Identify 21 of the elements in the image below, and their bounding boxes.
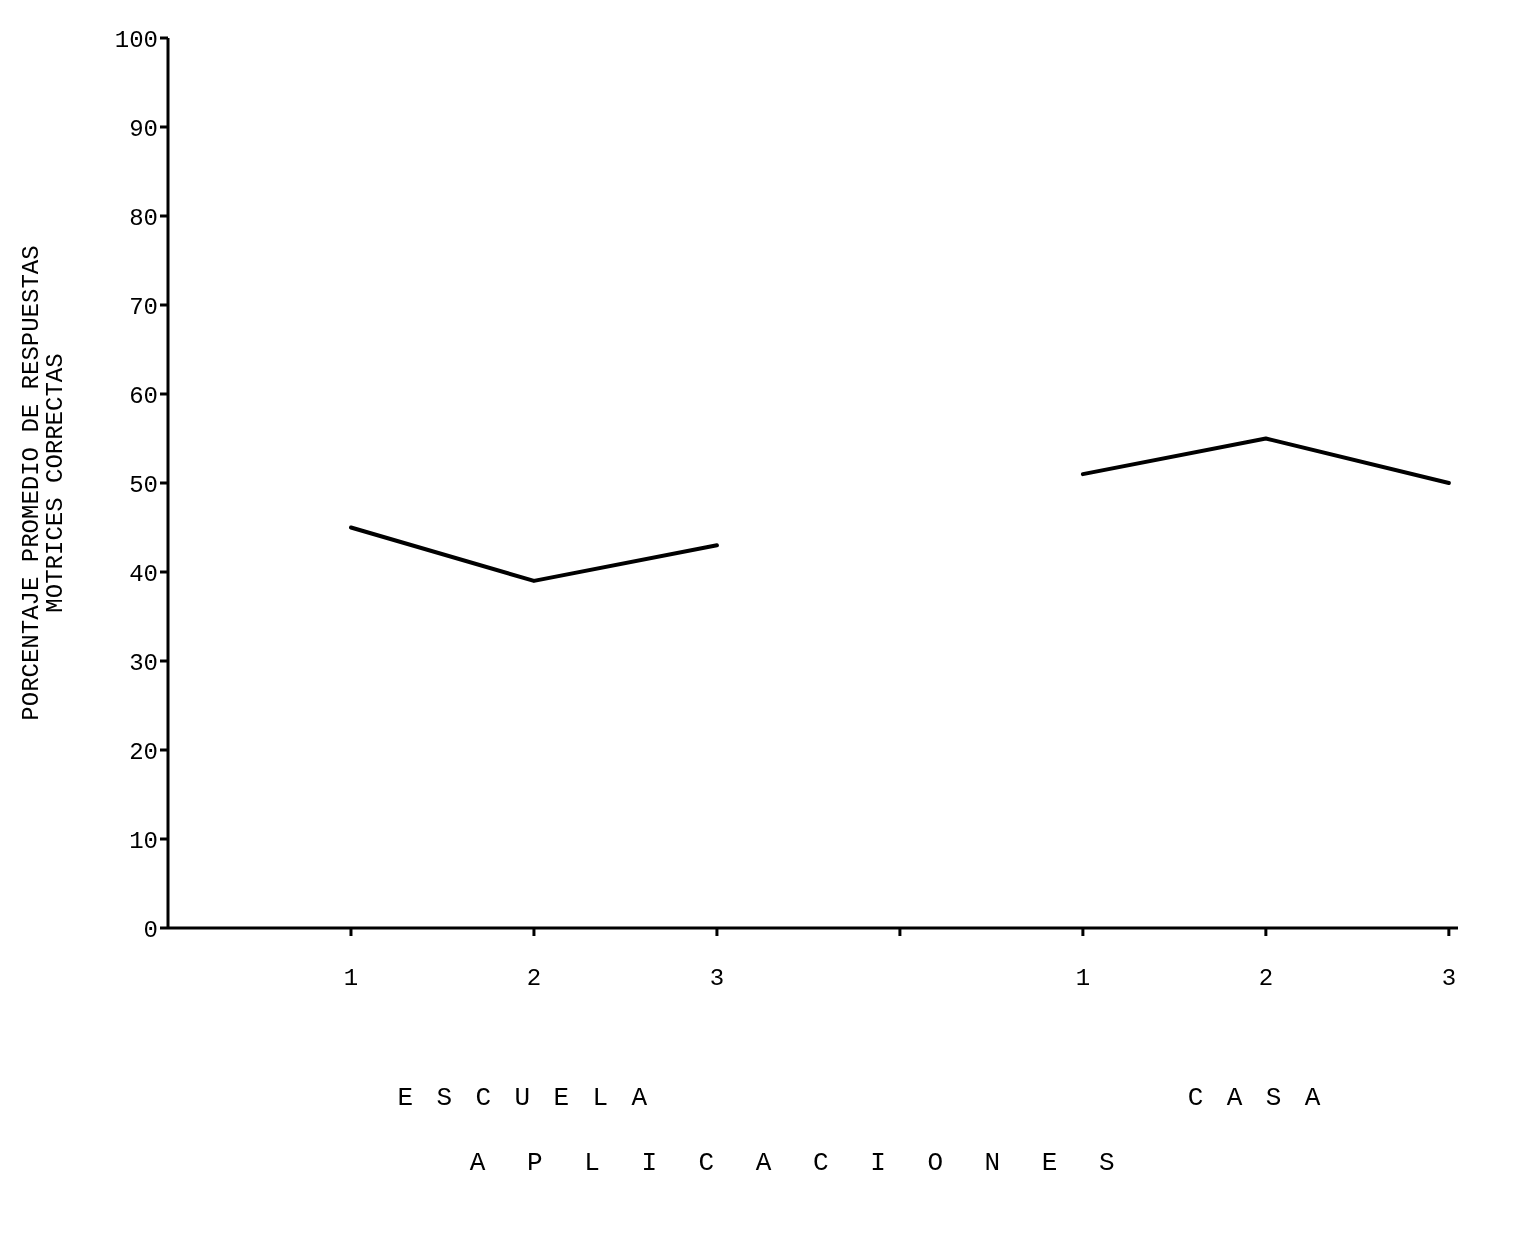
y-tick-label: 90	[129, 115, 158, 143]
y-tick-label: 10	[129, 827, 158, 855]
text: APLICACIONES	[468, 1148, 1158, 1178]
x-tick-label: 2	[526, 965, 542, 993]
y-tick-label: 20	[129, 738, 158, 766]
y-tick-label: 30	[129, 649, 158, 677]
y-tick-label: 0	[143, 916, 158, 944]
y-tick-label: 50	[129, 471, 158, 499]
text: CASA	[1186, 1083, 1345, 1113]
x-tick-label: 1	[343, 965, 359, 993]
y-tick-label: 40	[129, 560, 158, 588]
y-axis-title: PORCENTAJE PROMEDIO DE RESPUESTAS MOTRICES CORRECTAS	[18, 245, 69, 721]
x-tick-label: 1	[1075, 965, 1091, 993]
x-tick-label: 3	[709, 965, 725, 993]
y-tick-label: 60	[129, 382, 158, 410]
y-tick-label: 80	[129, 204, 158, 232]
y-tick-label: 70	[129, 293, 158, 321]
x-tick-label: 2	[1258, 965, 1274, 993]
y-tick-label: 100	[114, 26, 158, 54]
x-tick-label: 3	[1441, 965, 1457, 993]
text: ESCUELA	[396, 1083, 672, 1113]
